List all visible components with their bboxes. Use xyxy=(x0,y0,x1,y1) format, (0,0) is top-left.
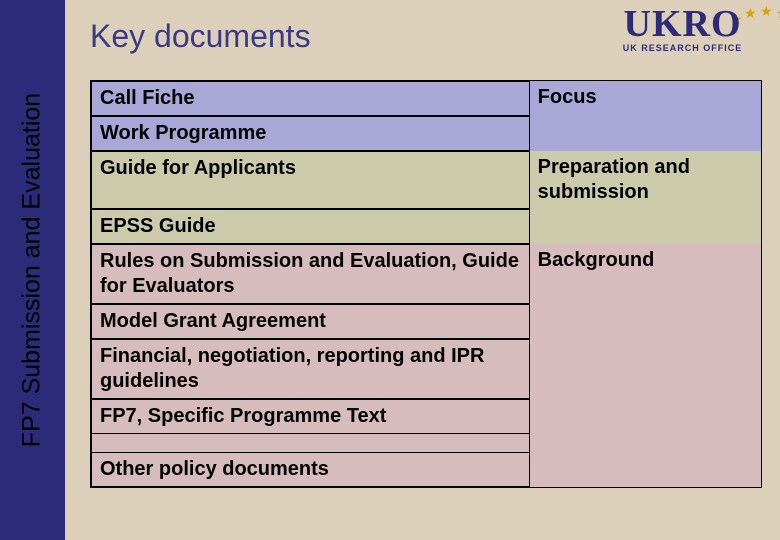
page-title: Key documents xyxy=(90,18,311,55)
sidebar-bar: FP7 Submission and Evaluation xyxy=(0,0,65,540)
category-cell xyxy=(530,339,761,399)
doc-cell: Work Programme xyxy=(91,116,530,151)
category-cell xyxy=(530,304,761,339)
spacer-cell xyxy=(530,434,761,452)
category-cell xyxy=(530,209,761,244)
doc-cell: EPSS Guide xyxy=(91,209,530,244)
category-cell xyxy=(530,399,761,434)
table-row: FP7, Specific Programme Text xyxy=(91,399,761,434)
table-row: Guide for ApplicantsPreparation and subm… xyxy=(91,151,761,209)
doc-cell: Rules on Submission and Evaluation, Guid… xyxy=(91,244,530,304)
doc-cell: Call Fiche xyxy=(91,81,530,116)
spacer-row xyxy=(91,434,761,452)
table-row: Model Grant Agreement xyxy=(91,304,761,339)
table-row: Work Programme xyxy=(91,116,761,151)
doc-cell: Other policy documents xyxy=(91,452,530,487)
category-cell: Background xyxy=(530,244,761,304)
sidebar-text: FP7 Submission and Evaluation xyxy=(18,93,47,447)
category-cell xyxy=(530,452,761,487)
table-row: Rules on Submission and Evaluation, Guid… xyxy=(91,244,761,304)
logo: ★ ★ ★ ★ ★ UKRO UK RESEARCH OFFICE xyxy=(605,5,760,53)
spacer-cell xyxy=(91,434,530,452)
doc-cell: FP7, Specific Programme Text xyxy=(91,399,530,434)
category-cell xyxy=(530,116,761,151)
table-row: EPSS Guide xyxy=(91,209,761,244)
table-row: Other policy documents xyxy=(91,452,761,487)
logo-main-text: UKRO xyxy=(605,5,760,43)
table-row: Call FicheFocus xyxy=(91,81,761,116)
table-row: Financial, negotiation, reporting and IP… xyxy=(91,339,761,399)
documents-table: Call FicheFocusWork ProgrammeGuide for A… xyxy=(90,80,762,488)
category-cell: Focus xyxy=(530,81,761,116)
doc-cell: Guide for Applicants xyxy=(91,151,530,209)
doc-cell: Model Grant Agreement xyxy=(91,304,530,339)
category-cell: Preparation and submission xyxy=(530,151,761,209)
doc-cell: Financial, negotiation, reporting and IP… xyxy=(91,339,530,399)
